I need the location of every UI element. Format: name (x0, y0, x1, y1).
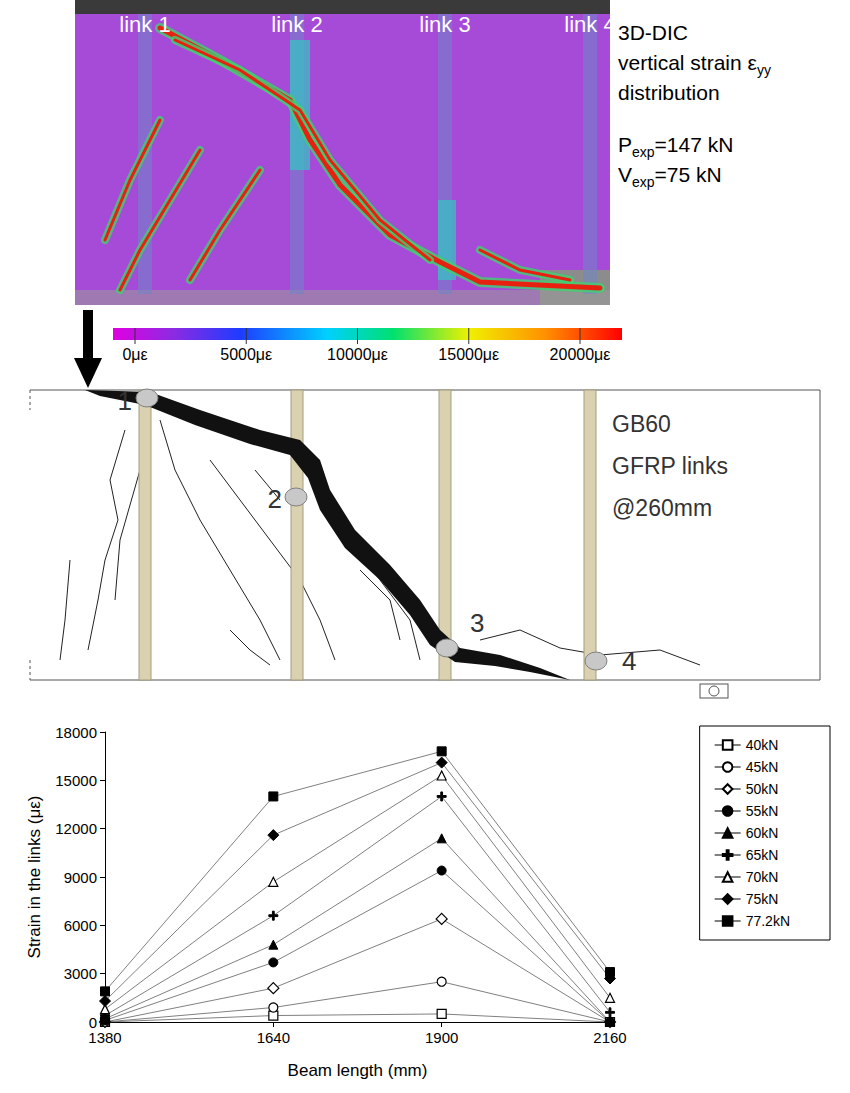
svg-text:18000: 18000 (55, 724, 97, 741)
svg-text:15000με: 15000με (438, 346, 499, 363)
svg-text:link 3: link 3 (419, 12, 470, 37)
svg-text:6000: 6000 (64, 917, 97, 934)
svg-text:10000με: 10000με (327, 346, 388, 363)
svg-text:50kN: 50kN (746, 781, 779, 797)
svg-text:5000με: 5000με (220, 346, 272, 363)
svg-text:vertical strain εyy: vertical strain εyy (618, 51, 771, 78)
svg-text:link 4: link 4 (564, 12, 615, 37)
svg-text:40kN: 40kN (746, 737, 779, 753)
svg-text:2160: 2160 (593, 1029, 626, 1046)
svg-text:Beam length (mm): Beam length (mm) (288, 1061, 428, 1080)
svg-text:4: 4 (622, 646, 636, 676)
svg-text:65kN: 65kN (746, 847, 779, 863)
svg-text:75kN: 75kN (746, 891, 779, 907)
svg-text:1380: 1380 (88, 1029, 121, 1046)
svg-text:link 1: link 1 (119, 12, 170, 37)
svg-text:0με: 0με (122, 346, 147, 363)
svg-text:9000: 9000 (64, 869, 97, 886)
svg-text:60kN: 60kN (746, 825, 779, 841)
svg-text:55kN: 55kN (746, 803, 779, 819)
svg-text:GFRP links: GFRP links (612, 453, 728, 479)
svg-text:0: 0 (89, 1014, 97, 1031)
svg-text:15000: 15000 (55, 772, 97, 789)
svg-text:distribution: distribution (618, 81, 720, 104)
svg-text:77.2kN: 77.2kN (746, 913, 790, 929)
svg-text:12000: 12000 (55, 820, 97, 837)
svg-text:GB60: GB60 (612, 411, 671, 437)
svg-text:@260mm: @260mm (612, 495, 712, 521)
svg-text:20000με: 20000με (550, 346, 611, 363)
svg-text:3: 3 (470, 608, 484, 638)
svg-text:3000: 3000 (64, 965, 97, 982)
svg-text:link 2: link 2 (271, 12, 322, 37)
svg-text:1: 1 (118, 386, 132, 416)
svg-text:3D-DIC: 3D-DIC (618, 21, 688, 44)
svg-text:70kN: 70kN (746, 869, 779, 885)
svg-text:Strain in the links (με): Strain in the links (με) (25, 796, 44, 959)
svg-text:1640: 1640 (257, 1029, 290, 1046)
svg-text:45kN: 45kN (746, 759, 779, 775)
svg-text:1900: 1900 (425, 1029, 458, 1046)
svg-text:2: 2 (268, 484, 282, 514)
svg-text:Pexp=147 kN: Pexp=147 kN (618, 133, 733, 160)
svg-text:Vexp=75 kN: Vexp=75 kN (618, 163, 722, 190)
